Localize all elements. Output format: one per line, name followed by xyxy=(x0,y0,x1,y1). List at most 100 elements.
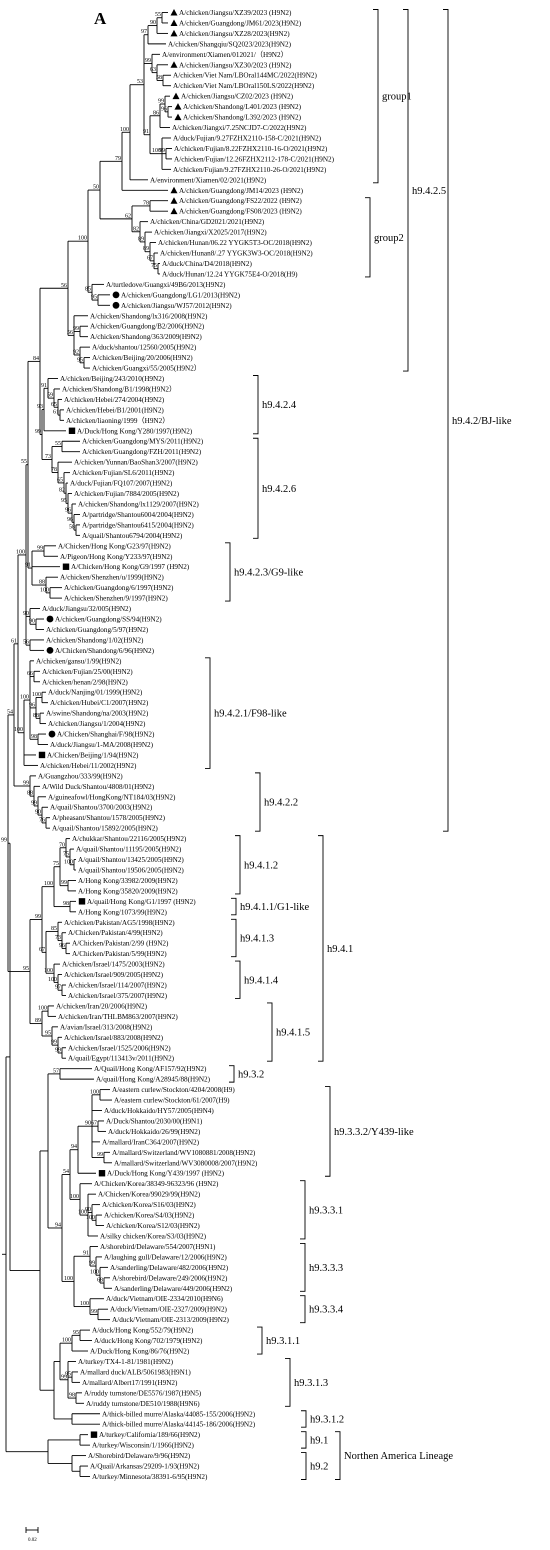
taxon-label: A/chicken/Guangdong/SS/94(H9N2) xyxy=(55,616,162,624)
bootstrap-value: 94 xyxy=(55,1222,61,1228)
taxon-label: A/chicken/Fujian/7884/2005(H9N2) xyxy=(74,490,180,498)
taxon-label: A/eastern curlew/Stockton/61/2007(H9) xyxy=(114,1097,230,1105)
bootstrap-value: 95 xyxy=(23,966,29,972)
clade-bracket xyxy=(318,835,324,1062)
bootstrap-value: 55 xyxy=(55,441,61,447)
clade-bracket xyxy=(235,835,241,895)
taxon-label: A/pheasant/Shantou/1578/2005(H9N2) xyxy=(52,814,166,822)
taxon-label: A/quail/Egypt/113413v/2011(H9N2) xyxy=(68,1055,175,1063)
clade-label: h9.4.2.1/F98-like xyxy=(214,709,287,720)
taxon-label: A/chicken/Jiangsu/XZ39/2023 (H9N2) xyxy=(179,9,292,17)
clade-label: h9.1 xyxy=(310,1435,328,1446)
taxon-label: A/Chicken/Shanghai/F/98(H9N2) xyxy=(57,731,155,739)
bootstrap-value: 100 xyxy=(14,727,23,733)
taxon-label: A/guineafowl/HongKong/NT184/03(H9N2) xyxy=(48,793,176,801)
bootstrap-value: 96 xyxy=(65,508,71,514)
bootstrap-value: 68 xyxy=(97,1278,103,1284)
bootstrap-value: 100 xyxy=(152,148,161,154)
bootstrap-value: 73 xyxy=(45,454,51,460)
square-marker-icon xyxy=(38,751,46,759)
bootstrap-value: 75 xyxy=(53,861,59,867)
bootstrap-value: 75 xyxy=(151,263,157,269)
taxon-label: A/chicken/Jiangsu/1/2004(H9N2) xyxy=(48,720,146,728)
bootstrap-value: 99 xyxy=(35,914,41,920)
taxon-label: A/chicken/Shandong/1/02(H9N2) xyxy=(46,636,144,644)
clade-label: h9.3.3.2/Y439-like xyxy=(334,1127,414,1138)
bootstrap-value: 91 xyxy=(83,1251,89,1257)
bootstrap-value: 65 xyxy=(51,402,57,408)
bootstrap-value: 100 xyxy=(62,1338,71,1344)
triangle-marker-icon xyxy=(170,61,178,68)
taxon-label: A/swine/Shandong/na/2003(H9N2) xyxy=(46,710,149,718)
taxon-label: A/chicken/Guangdong/MYS/2011(H9N2) xyxy=(82,438,204,446)
clade-bracket xyxy=(225,542,231,602)
taxon-label: A/chicken/Shenzhen/9/1997(H9N2) xyxy=(64,595,168,603)
taxon-label: A/chicken/Guangdong/LG1/2013(H9N2) xyxy=(121,291,241,299)
taxon-label: A/shorebird/Delaware/249/2006(H9N2) xyxy=(112,1274,228,1282)
clade-bracket xyxy=(365,197,371,278)
bootstrap-value: 67 xyxy=(91,1121,97,1127)
bootstrap-value: 100 xyxy=(44,968,53,974)
bootstrap-value: 67 xyxy=(147,255,153,261)
clade-brackets: group1 group2 h9.4.2.5 h9.4.2.4 h9.4.2.6 h9.4… xyxy=(205,9,512,1480)
square-marker-icon xyxy=(62,563,70,570)
taxon-label: A/quail/Shantou/13425/2005(H9N2) xyxy=(78,856,184,864)
taxon-label: A/chicken/Fujian/9.27FZHX2110-26-O/2021(… xyxy=(173,166,327,174)
clade-bracket xyxy=(285,1358,291,1407)
bootstrap-value: 99 xyxy=(37,546,43,552)
taxon-markers xyxy=(38,9,182,1438)
taxon-label: A/chicken/Fujian/8.22FZHX2110-16-O/2021(… xyxy=(174,145,328,153)
taxon-label: A/ruddy turnstone/DE510/1988(H9N6) xyxy=(86,1400,200,1408)
taxon-label: A/Pigeon/Hong Kong/Y233/97(H9N2) xyxy=(60,553,173,561)
bootstrap-value: 96 xyxy=(67,517,73,523)
circle-marker-icon xyxy=(46,646,54,654)
bootstrap-value: 67 xyxy=(39,947,45,953)
bootstrap-value: 100 xyxy=(32,692,41,698)
bootstrap-value: 78 xyxy=(143,200,149,206)
tree-branches xyxy=(2,12,172,1477)
clade-label: h9.3.1.2 xyxy=(310,1414,344,1425)
bootstrap-value: 96 xyxy=(29,702,35,708)
clade-label: h9.3.3.3 xyxy=(309,1263,343,1274)
bootstrap-value: 99 xyxy=(31,800,37,806)
taxon-label: A/shorebird/Delaware/554/2007(H9N1) xyxy=(100,1243,216,1251)
bootstrap-value: 99 xyxy=(158,99,164,105)
taxon-label: A/chicken/Viet Nam/LBOral144MC/2022(H9N2… xyxy=(173,72,317,80)
taxon-label: A/Chicken/Pakistan/2/99 (H9N2) xyxy=(72,940,169,948)
square-marker-icon xyxy=(90,1431,98,1438)
circle-marker-icon xyxy=(112,291,120,299)
taxon-label: A/duck/Hong Kong/702/1979(H9N2) xyxy=(94,1337,203,1345)
clade-bracket xyxy=(373,9,379,184)
bootstrap-value: 93 xyxy=(37,404,43,410)
bootstrap-value: 84 xyxy=(33,356,39,362)
bootstrap-value: 89 xyxy=(35,1018,41,1024)
bootstrap-value: 98 xyxy=(69,1393,75,1399)
clade-bracket xyxy=(235,960,241,999)
bootstrap-value: 96 xyxy=(161,106,167,112)
clade-label: h9.4.2.2 xyxy=(264,798,298,809)
bootstrap-value: 90 xyxy=(29,619,35,625)
circle-marker-icon xyxy=(48,730,56,738)
bootstrap-value: 92 xyxy=(73,349,79,355)
clade-bracket xyxy=(229,1065,235,1083)
clade-label: h9.2 xyxy=(310,1462,328,1473)
square-marker-icon xyxy=(98,1170,106,1177)
taxon-label: A/Chicken/Pakistan/5/99(H9N2) xyxy=(72,950,167,958)
taxon-label: A/Chicken/Shandong/6/96(H9N2) xyxy=(55,647,155,655)
bootstrap-value: 95 xyxy=(61,498,67,504)
bootstrap-value: 55 xyxy=(21,459,27,465)
taxon-label: A/duck/shantou/12560/2005(H9N2) xyxy=(92,344,197,352)
taxon-label: A/duck/China/D4/2018(H9N2) xyxy=(162,260,252,268)
bootstrap-value: 79 xyxy=(115,156,121,162)
triangle-marker-icon xyxy=(170,9,178,16)
bootstrap-value: 56 xyxy=(23,640,29,646)
taxon-label: A/Guangzhou/333/99(H9N2) xyxy=(38,772,123,780)
taxon-label: A/chicken/Korea/S16/03(H9N2) xyxy=(102,1201,196,1209)
bootstrap-value: 100 xyxy=(64,1276,73,1282)
taxon-label: A/duck/Vietnam/OIE-2313/2009(H9N2) xyxy=(112,1316,230,1324)
clade-label: h9.4.2.5 xyxy=(412,186,446,197)
taxon-label: A/chicken/Guangxi/55/2005(H9N2） xyxy=(92,365,201,373)
taxon-label: A/duck/Fujian/9.27FZHX2110-158-C/2021(H9… xyxy=(173,134,322,142)
taxon-label: A/Shorebird/Delaware/9/96(H9N2) xyxy=(88,1452,191,1460)
